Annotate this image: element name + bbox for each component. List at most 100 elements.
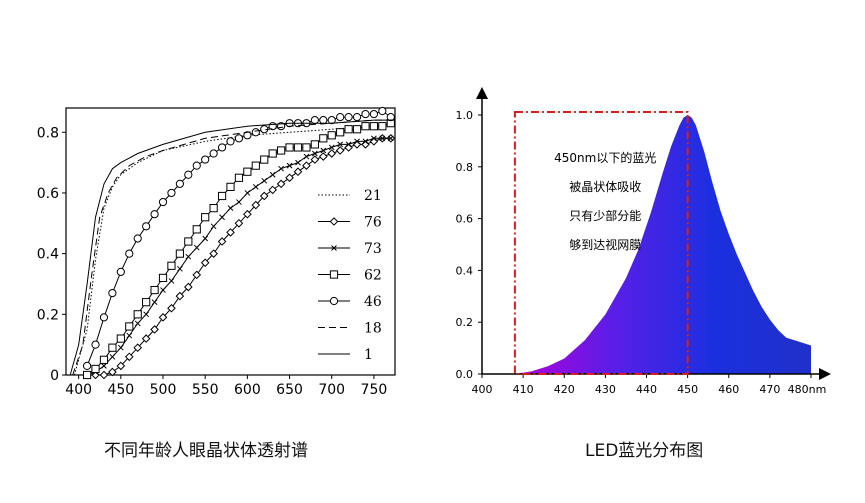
square-marker — [234, 173, 244, 182]
circle-marker — [327, 116, 336, 125]
square-marker — [201, 213, 210, 222]
x-tick-label: 400 — [472, 383, 493, 396]
legend-label-1: 1 — [364, 347, 373, 363]
square-marker — [336, 128, 345, 137]
square-marker — [167, 261, 176, 270]
x-tick-label: 450 — [677, 383, 698, 396]
annotation-line: 够到达视网膜 — [569, 237, 641, 252]
diamond-marker — [285, 173, 294, 183]
circle-marker — [91, 340, 100, 349]
x-marker — [101, 363, 107, 369]
square-marker — [310, 140, 319, 149]
x-marker — [236, 199, 242, 205]
circle-marker — [344, 113, 353, 122]
x-marker — [303, 153, 310, 160]
square-marker — [327, 131, 336, 140]
x-marker — [337, 141, 344, 148]
circle-marker — [329, 296, 339, 306]
annotation-line: 450nm以下的蓝光 — [554, 150, 656, 165]
x-marker — [210, 223, 217, 230]
x-tick-label: 410 — [513, 383, 534, 396]
x-tick-label: 460 — [718, 383, 739, 396]
x-tick-label: 440 — [636, 383, 657, 396]
square-marker — [268, 149, 277, 158]
square-marker — [142, 298, 151, 307]
left-chart-caption: 不同年龄人眼晶状体透射谱 — [104, 441, 308, 461]
circle-marker — [226, 137, 235, 146]
x-marker — [354, 138, 360, 145]
diamond-marker — [335, 146, 345, 155]
diamond-marker — [329, 217, 339, 226]
diamond-marker — [318, 152, 328, 161]
x-marker — [151, 299, 158, 306]
annotation-line: 只有少部分能 — [569, 208, 641, 223]
right-chart-caption: LED蓝光分布图 — [585, 441, 704, 461]
x-marker — [331, 245, 337, 251]
square-marker — [243, 167, 252, 176]
y-tick-label: 0.4 — [37, 247, 59, 263]
x-tick-label: 450 — [107, 382, 134, 398]
square-marker — [82, 370, 92, 380]
x-marker — [387, 135, 394, 142]
diamond-marker — [217, 237, 227, 246]
x-marker — [379, 135, 386, 142]
diamond-marker — [209, 249, 218, 258]
circle-marker — [386, 113, 395, 122]
x-tick-label: 470 — [759, 383, 780, 396]
diamond-marker — [276, 179, 286, 189]
circle-marker — [142, 222, 151, 231]
circle-marker — [108, 288, 117, 298]
x-tick-label: 420 — [554, 383, 575, 396]
x-tick-label: 700 — [318, 382, 345, 398]
x-marker — [278, 165, 284, 172]
diamond-marker — [192, 270, 202, 280]
diamond-marker — [310, 155, 320, 164]
diamond-marker — [141, 334, 151, 343]
circle-marker — [361, 109, 370, 119]
x-tick-label: 400 — [65, 382, 92, 398]
square-marker — [192, 225, 201, 234]
circle-marker — [352, 113, 362, 122]
circle-marker — [125, 249, 134, 258]
x-tick-label: 430 — [595, 383, 616, 396]
x-marker — [160, 287, 166, 293]
x-marker — [177, 265, 183, 272]
lens-transmittance-chart: 400 450 500 550 600 650 700 750 0 0.2 0.4 0.6 0.8 21 7… — [37, 106, 396, 398]
square-marker — [329, 270, 339, 279]
square-marker — [116, 334, 125, 343]
diamond-marker — [150, 325, 159, 334]
square-marker — [352, 125, 362, 134]
legend-label-21: 21 — [364, 188, 382, 204]
square-marker — [251, 161, 260, 170]
x-marker — [252, 184, 259, 190]
square-marker — [175, 249, 184, 258]
diamond-marker — [251, 200, 261, 210]
x-marker — [345, 141, 352, 148]
y-tick-label: 0.2 — [456, 316, 474, 329]
square-marker — [99, 355, 109, 364]
legend-label-18: 18 — [364, 321, 382, 337]
square-marker — [319, 134, 328, 143]
circle-marker — [378, 106, 387, 116]
plot-frame — [65, 107, 396, 376]
circle-marker — [158, 197, 168, 207]
diamond-marker — [226, 228, 235, 237]
circle-marker — [150, 210, 159, 219]
diamond-marker — [327, 149, 337, 158]
diamond-marker — [99, 370, 109, 380]
legend-label-76: 76 — [364, 215, 382, 231]
x-marker — [362, 138, 369, 145]
diamond-marker — [184, 282, 193, 292]
circle-marker — [116, 267, 125, 276]
x-marker — [134, 320, 141, 327]
x-marker — [320, 147, 327, 154]
legend-label-46: 46 — [364, 294, 382, 310]
y-tick-label: 0.0 — [456, 368, 474, 381]
x-marker — [185, 253, 192, 260]
x-marker — [168, 278, 175, 284]
circle-marker — [133, 234, 142, 243]
diamond-marker — [293, 167, 303, 177]
square-marker — [184, 237, 193, 246]
x-marker — [312, 150, 318, 157]
circle-marker — [82, 361, 92, 370]
